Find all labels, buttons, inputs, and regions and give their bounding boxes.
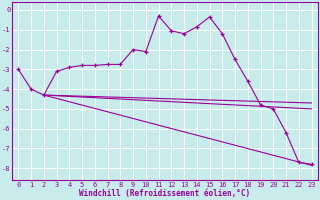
X-axis label: Windchill (Refroidissement éolien,°C): Windchill (Refroidissement éolien,°C) (79, 189, 251, 198)
